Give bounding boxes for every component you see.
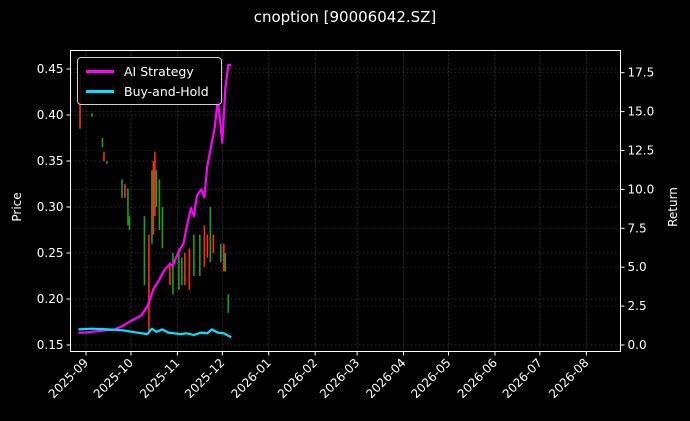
x-tick-label: 2025-12 (182, 356, 227, 401)
buy-and-hold-swatch-icon (86, 89, 114, 93)
x-tick-label: 2026-01 (229, 356, 274, 401)
plot-frame (70, 50, 621, 352)
x-tick-label: 2026-08 (546, 356, 591, 401)
x-tick-label: 2025-10 (91, 356, 136, 401)
x-tick-label: 2026-03 (317, 356, 362, 401)
legend-item-buy-and-hold: Buy-and-Hold (86, 82, 209, 100)
date-axis: 2025-09 2025-10 2025-11 2025-12 2026-01 2026-… (46, 351, 591, 401)
legend-item-ai-strategy: AI Strategy (86, 62, 194, 80)
return-tick-label: 17.5 (628, 66, 655, 80)
return-axis-label: Return (666, 187, 680, 227)
buy-and-hold-line (78, 327, 232, 339)
price-tick-label: 0.35 (37, 154, 64, 168)
ai-strategy-line (78, 63, 232, 334)
x-tick-label: 2026-05 (408, 356, 453, 401)
price-tick-label: 0.25 (37, 246, 64, 260)
x-tick-label: 2025-11 (137, 356, 182, 401)
x-tick-label: 2026-06 (455, 356, 500, 401)
ai-strategy-swatch-icon (86, 69, 114, 73)
price-tick-label: 0.45 (37, 62, 64, 76)
price-axis-label: Price (10, 192, 24, 221)
return-tick-label: 5.0 (628, 260, 647, 274)
return-tick-label: 12.5 (628, 144, 655, 158)
return-tick-label: 2.5 (628, 299, 647, 313)
return-tick-label: 10.0 (628, 182, 655, 196)
price-axis: 0.15 0.20 0.25 0.30 0.35 0.40 0.45 (37, 62, 71, 352)
return-axis: 0.0 2.5 5.0 7.5 10.0 12.5 15.0 17.5 (620, 66, 655, 352)
price-tick-label: 0.40 (37, 108, 64, 122)
legend: AI Strategy Buy-and-Hold (77, 57, 222, 105)
x-tick-label: 2025-09 (46, 356, 91, 401)
x-tick-label: 2026-02 (275, 356, 320, 401)
return-tick-label: 7.5 (628, 221, 647, 235)
return-tick-label: 15.0 (628, 105, 655, 119)
price-tick-label: 0.20 (37, 292, 64, 306)
legend-label-ai-strategy: AI Strategy (124, 63, 194, 79)
x-tick-label: 2026-07 (500, 356, 545, 401)
price-candles (79, 73, 230, 332)
return-lines (78, 63, 232, 339)
chart-title: cnoption [90006042.SZ] (253, 8, 437, 26)
price-tick-label: 0.30 (37, 200, 64, 214)
price-tick-label: 0.15 (37, 338, 64, 352)
return-tick-label: 0.0 (628, 338, 647, 352)
x-tick-label: 2026-04 (363, 356, 408, 401)
legend-label-buy-and-hold: Buy-and-Hold (124, 83, 209, 99)
